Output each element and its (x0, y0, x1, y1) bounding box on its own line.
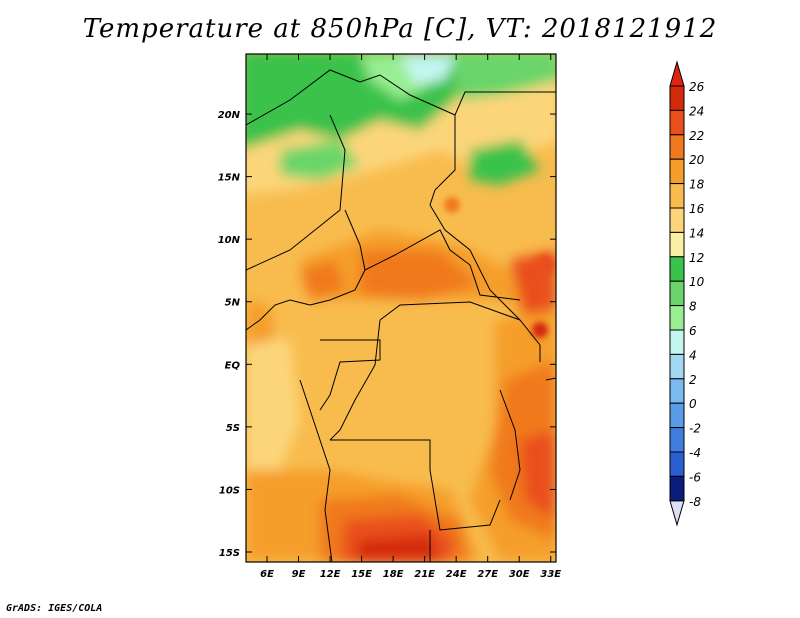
colorbar-over-arrow (669, 60, 685, 87)
lat-tick-label: 15S (219, 548, 240, 559)
colorbar-swatch (669, 134, 685, 160)
lon-tick-label: 33E (540, 569, 561, 580)
temperature-field (246, 54, 556, 562)
colorbar-swatch (669, 183, 685, 209)
lat-tick-label: 5S (226, 423, 240, 434)
colorbar-swatch (669, 158, 685, 185)
colorbar-swatch (669, 329, 685, 355)
colorbar-swatch (669, 231, 685, 258)
colorbar-label: 6 (689, 324, 697, 338)
lat-tick-label: 15N (218, 173, 241, 184)
colorbar-label: 16 (689, 202, 705, 216)
colorbar-label: -6 (689, 470, 701, 484)
colorbar-label: 2 (689, 373, 697, 387)
lon-tick-label: 12E (320, 569, 341, 580)
colorbar-label: 0 (689, 397, 697, 411)
colorbar-label: 8 (689, 300, 697, 314)
colorbar-label: 22 (689, 129, 704, 143)
lon-axis: 6E 9E 12E 15E 18E 21E 24E 27E 30E 33E (260, 54, 561, 580)
colorbar-swatch (669, 280, 685, 307)
colorbar-label: 24 (689, 104, 704, 118)
colorbar-swatch (669, 427, 685, 453)
colorbar-label: 4 (689, 348, 697, 362)
colorbar-label: -4 (689, 446, 701, 460)
lon-tick-label: 27E (477, 569, 498, 580)
lon-tick-label: 9E (292, 569, 306, 580)
footer-credit: GrADS: IGES/COLA (6, 603, 103, 614)
colorbar-swatch (669, 475, 685, 502)
colorbar-swatch (669, 85, 685, 111)
lat-tick-label: 10S (219, 485, 240, 496)
map-title: Temperature at 850hPa [C], VT: 201812191… (82, 14, 718, 44)
lat-tick-label: 10N (218, 235, 241, 246)
lon-tick-label: 18E (383, 569, 404, 580)
colorbar-label: 26 (689, 80, 705, 94)
colorbar-swatch (669, 451, 685, 477)
map-frame (245, 53, 557, 563)
lon-tick-label: 30E (509, 569, 530, 580)
colorbar-under-arrow (669, 500, 685, 527)
colorbar-swatch (669, 402, 685, 429)
colorbar-label: -2 (689, 422, 701, 436)
colorbar-label: -8 (689, 495, 701, 509)
lat-axis: 20N 15N 10N 5N EQ 5S 10S 15S (218, 110, 556, 559)
colorbar-label: 14 (689, 226, 704, 240)
lon-tick-label: 15E (351, 569, 372, 580)
lon-tick-label: 6E (260, 569, 274, 580)
colorbar-swatch (669, 305, 685, 331)
lon-tick-label: 24E (446, 569, 467, 580)
colorbar-swatch (669, 378, 685, 404)
colorbar-label: 18 (689, 178, 705, 192)
colorbar-label: 10 (689, 275, 705, 289)
colorbar-label: 20 (689, 153, 705, 167)
country-boundaries (246, 69, 556, 562)
colorbar-swatch (669, 256, 685, 282)
colorbar-swatch (669, 353, 685, 380)
colorbar-swatch (669, 109, 685, 136)
lat-tick-label: 20N (218, 110, 241, 121)
colorbar-label: 12 (689, 251, 704, 265)
lon-tick-label: 21E (414, 569, 435, 580)
colorbar-swatch (669, 207, 685, 233)
lat-tick-label: 5N (225, 298, 241, 309)
lat-tick-label: EQ (225, 360, 241, 371)
